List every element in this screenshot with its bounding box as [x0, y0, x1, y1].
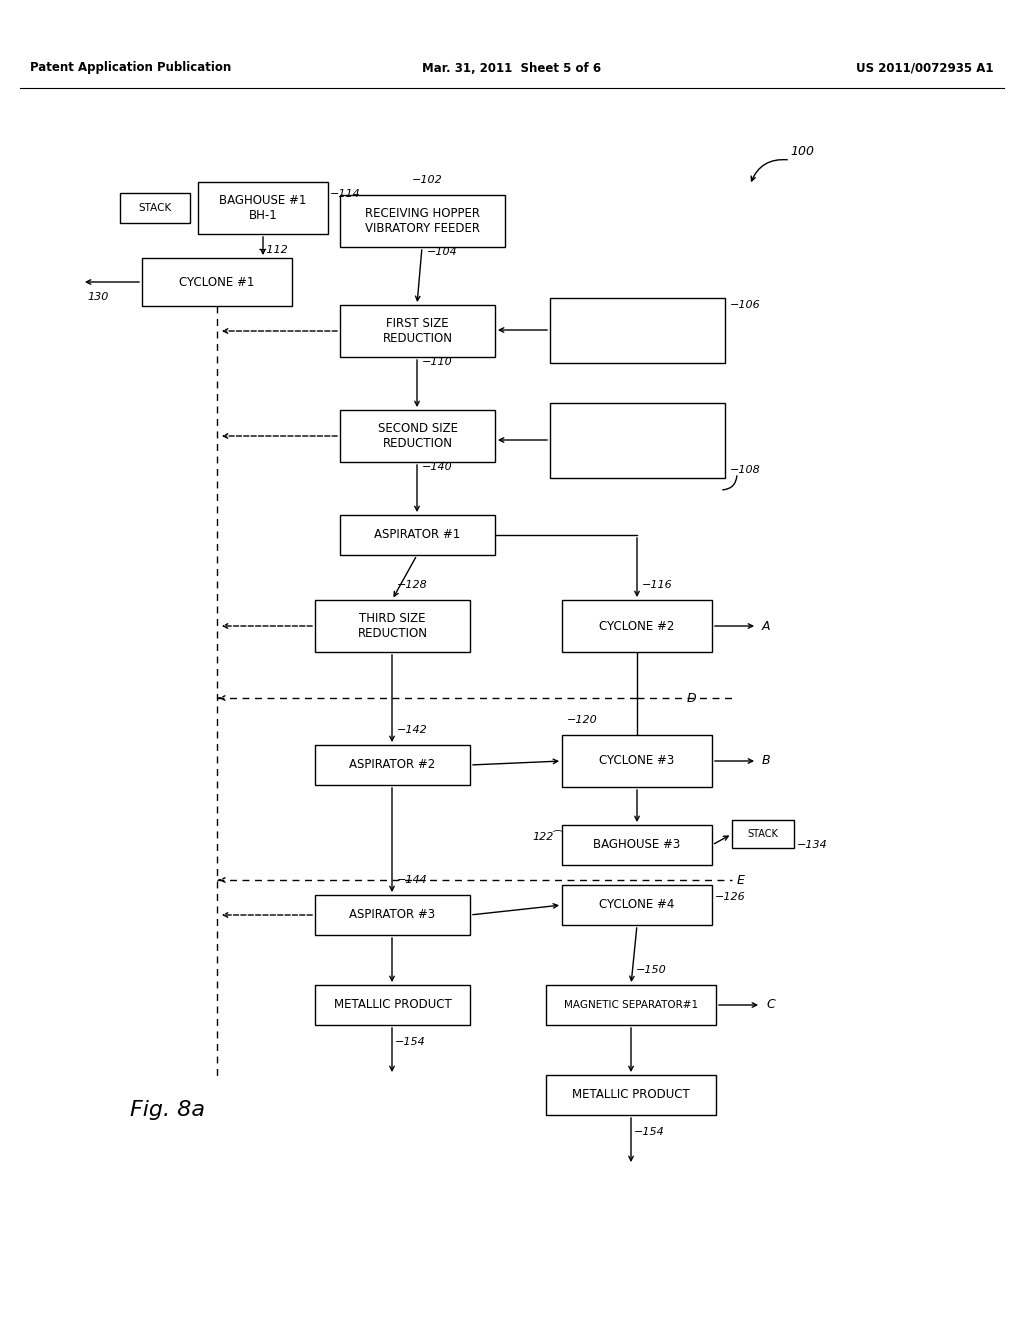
- Text: −110: −110: [422, 356, 453, 367]
- Text: STACK: STACK: [748, 829, 778, 840]
- Text: METALLIC PRODUCT: METALLIC PRODUCT: [334, 998, 452, 1011]
- Text: BAGHOUSE #3: BAGHOUSE #3: [593, 838, 681, 851]
- Text: −114: −114: [330, 189, 360, 199]
- Text: Fig. 8a: Fig. 8a: [130, 1100, 205, 1119]
- Text: 130: 130: [87, 292, 109, 302]
- Text: −150: −150: [636, 965, 667, 975]
- Text: STACK: STACK: [138, 203, 172, 213]
- Text: −144: −144: [397, 875, 428, 884]
- Text: −134: −134: [797, 840, 827, 850]
- Text: −154: −154: [634, 1127, 665, 1137]
- Text: −128: −128: [397, 579, 428, 590]
- Bar: [546, 985, 716, 1026]
- Text: RECEIVING HOPPER
VIBRATORY FEEDER: RECEIVING HOPPER VIBRATORY FEEDER: [365, 207, 480, 235]
- Text: BAGHOUSE #1
BH-1: BAGHOUSE #1 BH-1: [219, 194, 306, 222]
- Bar: [340, 305, 495, 356]
- Bar: [562, 884, 712, 925]
- Text: −116: −116: [642, 579, 673, 590]
- Bar: [315, 601, 470, 652]
- Text: −126: −126: [715, 892, 745, 902]
- Text: Mar. 31, 2011  Sheet 5 of 6: Mar. 31, 2011 Sheet 5 of 6: [423, 62, 601, 74]
- Text: METALLIC PRODUCT: METALLIC PRODUCT: [572, 1089, 690, 1101]
- Text: −104: −104: [427, 247, 458, 257]
- Text: Patent Application Publication: Patent Application Publication: [30, 62, 231, 74]
- Bar: [550, 298, 725, 363]
- Bar: [562, 735, 712, 787]
- Text: −102: −102: [412, 176, 442, 185]
- Bar: [562, 601, 712, 652]
- Bar: [340, 515, 495, 554]
- Text: CYCLONE #3: CYCLONE #3: [599, 755, 675, 767]
- Text: US 2011/0072935 A1: US 2011/0072935 A1: [856, 62, 994, 74]
- Bar: [546, 1074, 716, 1115]
- Text: THIRD SIZE
REDUCTION: THIRD SIZE REDUCTION: [357, 612, 427, 640]
- Text: A: A: [762, 619, 770, 632]
- Text: 100: 100: [790, 145, 814, 158]
- Text: −108: −108: [730, 465, 761, 475]
- Text: −140: −140: [422, 462, 453, 473]
- Text: −112: −112: [258, 246, 289, 255]
- Text: B: B: [762, 755, 771, 767]
- Text: −120: −120: [567, 715, 598, 725]
- Text: ASPIRATOR #1: ASPIRATOR #1: [375, 528, 461, 541]
- Text: D: D: [687, 692, 696, 705]
- Text: CYCLONE #2: CYCLONE #2: [599, 619, 675, 632]
- Bar: [550, 403, 725, 478]
- Bar: [198, 182, 328, 234]
- Text: CYCLONE #1: CYCLONE #1: [179, 276, 255, 289]
- Bar: [315, 985, 470, 1026]
- Text: C: C: [766, 998, 775, 1011]
- Bar: [340, 411, 495, 462]
- Text: 122⁀: 122⁀: [532, 832, 562, 842]
- Text: E: E: [737, 874, 744, 887]
- Text: −106: −106: [730, 300, 761, 310]
- Bar: [142, 257, 292, 306]
- Bar: [732, 820, 794, 847]
- Text: ASPIRATOR #2: ASPIRATOR #2: [349, 759, 435, 771]
- Text: MAGNETIC SEPARATOR#1: MAGNETIC SEPARATOR#1: [564, 1001, 698, 1010]
- Bar: [315, 744, 470, 785]
- Bar: [120, 193, 190, 223]
- Text: SECOND SIZE
REDUCTION: SECOND SIZE REDUCTION: [378, 422, 458, 450]
- Text: CYCLONE #4: CYCLONE #4: [599, 899, 675, 912]
- Bar: [315, 895, 470, 935]
- Text: −142: −142: [397, 725, 428, 735]
- Text: FIRST SIZE
REDUCTION: FIRST SIZE REDUCTION: [383, 317, 453, 345]
- Text: ASPIRATOR #3: ASPIRATOR #3: [349, 908, 435, 921]
- Text: −154: −154: [395, 1038, 426, 1047]
- Bar: [562, 825, 712, 865]
- Bar: [340, 195, 505, 247]
